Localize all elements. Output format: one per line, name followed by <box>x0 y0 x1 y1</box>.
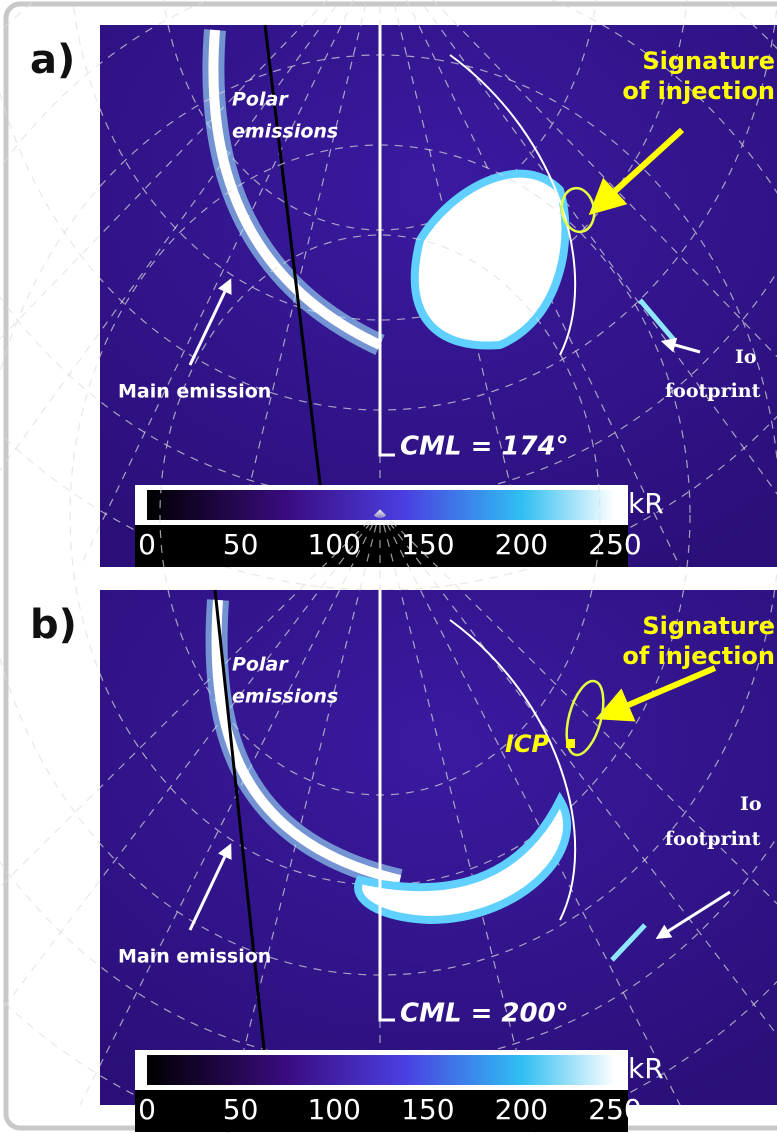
panel-label: b) <box>30 602 77 648</box>
colorbar-tick-label: 0 <box>138 528 156 561</box>
colorbar-tick-label: 50 <box>223 528 259 561</box>
polar-label: emissions <box>232 121 338 143</box>
signature-label: of injection <box>622 77 775 105</box>
io-label: footprint <box>665 828 761 850</box>
io-label: footprint <box>665 380 761 402</box>
io-label: Io <box>740 793 762 815</box>
cml-label: CML = 174° <box>400 432 569 462</box>
figure: Signatureof injectionPolaremissionsMain … <box>0 0 777 1133</box>
cml-label: CML = 200° <box>400 999 569 1029</box>
colorbar-label-band <box>135 525 628 567</box>
signature-label: Signature <box>642 612 775 640</box>
polar-label: Polar <box>232 654 289 676</box>
colorbar-tick-label: 250 <box>588 528 641 561</box>
colorbar-tick-label: 200 <box>495 1093 548 1126</box>
colorbar-tick-label: 0 <box>138 1093 156 1126</box>
panel-label: a) <box>30 37 75 83</box>
signature-label: of injection <box>622 642 775 670</box>
colorbar-tick-label: 200 <box>495 528 548 561</box>
polar-label: emissions <box>232 686 338 708</box>
signature-label: Signature <box>642 47 775 75</box>
colorbar-tick-label: 150 <box>401 528 454 561</box>
colorbar-tick-label: 100 <box>307 1093 360 1126</box>
main-emission-label: Main emission <box>118 946 271 968</box>
colorbar-unit: kR <box>628 487 664 520</box>
colorbar-unit: kR <box>628 1052 664 1085</box>
colorbar-label-band <box>135 1090 628 1132</box>
main-emission-label: Main emission <box>118 381 271 403</box>
polar-label: Polar <box>232 89 289 111</box>
page: Signatureof injectionPolaremissionsMain … <box>0 0 777 1133</box>
icp-marker <box>566 739 575 748</box>
colorbar-tick-label: 250 <box>588 1093 641 1126</box>
colorbar-tick-label: 50 <box>223 1093 259 1126</box>
icp-label: ICP <box>505 730 550 758</box>
colorbar-tick-label: 150 <box>401 1093 454 1126</box>
colorbar <box>147 1055 615 1085</box>
